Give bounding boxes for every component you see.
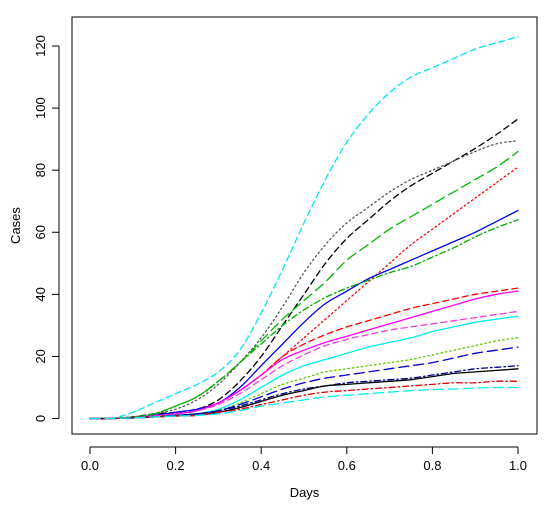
- series-line-1: [89, 36, 519, 420]
- series-line-6: [89, 209, 519, 420]
- y-tick-label: 100: [33, 97, 48, 119]
- plot-area-border: [71, 16, 538, 435]
- series-line-10: [89, 310, 519, 420]
- series-line-12: [89, 337, 519, 420]
- series-line-8: [89, 287, 519, 420]
- x-tick-label: 0.2: [167, 458, 185, 473]
- x-axis: 0.0 0.2 0.4 0.6 0.8 1.0: [81, 446, 527, 473]
- y-tick-label: 60: [33, 225, 48, 239]
- series-line-4: [89, 150, 519, 420]
- y-tick-label: 0: [33, 415, 48, 422]
- y-tick-label: 120: [33, 35, 48, 57]
- y-axis-title: Cases: [8, 207, 23, 244]
- series-line-5: [89, 166, 519, 420]
- series-line-7: [89, 219, 519, 420]
- x-tick-label: 0.4: [252, 458, 270, 473]
- series-line-15: [89, 368, 519, 420]
- x-axis-title: Days: [290, 485, 320, 500]
- x-tick-label: 0.8: [423, 458, 441, 473]
- series-line-16: [89, 380, 519, 420]
- x-tick-label: 0.6: [338, 458, 356, 473]
- y-tick-label: 40: [33, 287, 48, 301]
- series-line-17: [89, 386, 519, 420]
- series-line-2: [89, 118, 519, 420]
- y-axis: 0 20 40 60 80 100 120: [33, 35, 60, 422]
- x-tick-label: 1.0: [509, 458, 527, 473]
- series-line-14: [89, 365, 519, 420]
- series-group: [89, 36, 519, 420]
- x-tick-label: 0.0: [81, 458, 99, 473]
- y-tick-label: 20: [33, 349, 48, 363]
- y-tick-label: 80: [33, 163, 48, 177]
- series-line-3: [89, 140, 519, 420]
- series-line-11: [89, 315, 519, 420]
